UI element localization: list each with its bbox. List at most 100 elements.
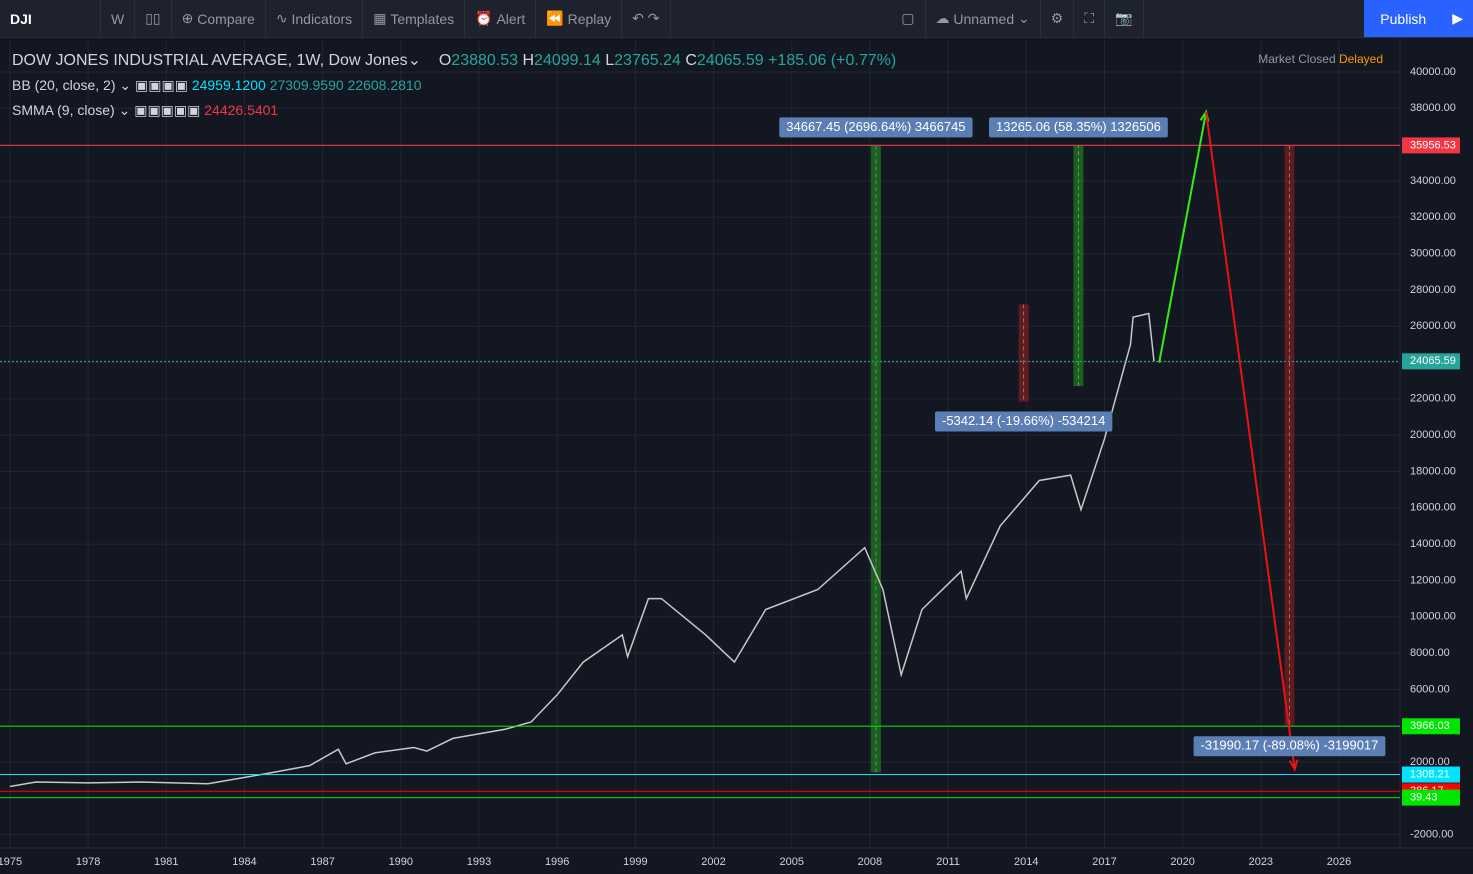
x-tick-label: 2014 [1014,856,1038,868]
arrow-head [1288,759,1299,772]
templates[interactable]: ▦ Templates [363,0,466,37]
label: Alert [496,10,526,27]
label: Replay [567,10,612,27]
y-tick-label: 10000.00 [1410,611,1456,623]
range-bar [1018,304,1029,402]
y-tick-label: 22000.00 [1410,393,1456,405]
x-tick-label: 1990 [389,856,413,868]
x-tick-label: 2020 [1170,856,1194,868]
ohlc-value: 23880.53 [451,52,519,69]
level-tag [1402,766,1460,783]
x-tick-label: 2017 [1092,856,1116,868]
chart-style[interactable]: ▯▯ [135,0,172,37]
change: +185.06 (+0.77%) [768,52,897,69]
title: DOW JONES INDUSTRIAL AVERAGE, 1W, Dow Jo… [12,52,408,69]
publish[interactable]: Publish [1364,0,1443,37]
legend: DOW JONES INDUSTRIAL AVERAGE, 1W, Dow Jo… [12,52,897,69]
status: Market Closed Delayed [1258,52,1383,66]
range-label: -31990.17 (-89.08%) -3199017 [1193,736,1386,757]
range-label-bg [779,117,973,138]
ohlc-value: 23765.24 [614,52,681,69]
y-tick-label: 26000.00 [1410,320,1456,332]
x-tick-label: 2011 [936,856,960,868]
y-tick-label: 16000.00 [1410,502,1456,514]
x-tick-label: 2008 [858,856,882,868]
value: 22608.2810 [347,77,422,93]
range-label: -5342.14 (-19.66%) -534214 [935,411,1113,432]
y-tick-label: 40000.00 [1410,66,1456,78]
price-line [9,312,1155,788]
x-tick-label: 2005 [779,856,803,868]
x-tick-label: 2023 [1249,856,1273,868]
indicator: SMMA (9, close) ⌄ ▣▣▣▣▣ 24426.5401 [12,102,279,118]
x-tick-label: 1987 [310,856,334,868]
range-text: 34667.45 (2696.64%) 3466745 [786,119,965,134]
x-tick-label: 1981 [154,856,178,868]
range-label: 13265.06 (58.35%) 1326506 [989,117,1168,138]
y-tick-label: 30000.00 [1410,247,1456,259]
layout-icon[interactable]: ▢ [891,0,926,37]
level-label: 1308.21 [1410,768,1450,780]
y-tick-label: 18000.00 [1410,465,1456,477]
label: Templates [390,10,455,27]
arrow [1205,111,1296,770]
alert[interactable]: ⏰ Alert [465,0,537,37]
toolbar: DJI W ▯▯ ⊕ Compare ∿ Indicators ▦ Templa… [0,0,1473,38]
level-tag [1402,718,1460,735]
indicator-name: BB (20, close, 2) [12,77,116,93]
range-text: 13265.06 (58.35%) 1326506 [996,119,1161,134]
y-tick-label: 34000.00 [1410,175,1456,187]
x-tick-label: 2002 [701,856,725,868]
range-label-bg [935,411,1113,432]
replay[interactable]: ⏪ Replay [536,0,623,37]
ohlc-value: 24065.59 [696,52,764,69]
y-tick-label: 38000.00 [1410,102,1456,114]
symbol[interactable]: DJI [0,0,101,37]
ohlc-key: L [605,52,615,69]
range-label-bg [1193,736,1386,757]
y-tick-label: 8000.00 [1410,647,1450,659]
level-tag [1402,137,1460,154]
arrow [1158,111,1208,363]
market: Market Closed [1258,52,1336,66]
label: Compare [197,10,255,27]
y-tick-label: -2000.00 [1410,829,1453,841]
indicator: BB (20, close, 2) ⌄ ▣▣▣▣ 24959.1200 2730… [12,77,422,93]
fullscreen[interactable]: ⛶ [1074,0,1106,37]
range-text: -5342.14 (-19.66%) -534214 [942,413,1105,428]
level-tag [1402,789,1460,806]
ohlc: O23880.53 H24099.14 L23765.24 C24065.59 [439,52,768,69]
ohlc-value: 24099.14 [534,52,601,69]
x-tick-label: 2026 [1327,856,1351,868]
ohlc-key: O [438,52,452,69]
value: 24959.1200 [191,77,266,93]
indicators[interactable]: ∿ Indicators [266,0,364,37]
range-label-bg [989,117,1168,138]
snapshot[interactable]: 📷 [1105,0,1144,37]
interval[interactable]: W [101,0,136,37]
level-tag [1402,353,1460,370]
settings[interactable]: ⚙ [1041,0,1075,37]
ohlc-key: H [522,52,535,69]
stream[interactable]: ▶ [1442,0,1473,37]
level-label: 39.43 [1410,791,1438,803]
undo[interactable]: ↶ ↷ [622,0,671,37]
compare[interactable]: ⊕ Compare [172,0,266,37]
range-label: 34667.45 (2696.64%) 3466745 [779,117,973,138]
y-tick-label: 2000.00 [1410,756,1450,768]
level-label: 24065.59 [1410,355,1456,367]
price-axis [1400,38,1473,874]
delay: Delayed [1338,52,1383,66]
x-tick-label: 1984 [232,856,256,868]
y-tick-label: 28000.00 [1410,284,1456,296]
y-tick-label: 14000.00 [1410,538,1456,550]
label: Indicators [291,10,353,27]
x-tick-label: 1993 [467,856,491,868]
layout[interactable]: ☁ Unnamed ⌄ [926,0,1041,37]
y-tick-label: 32000.00 [1410,211,1456,223]
y-tick-label: 20000.00 [1410,429,1456,441]
level-label: 35956.53 [1410,139,1456,151]
range-text: -31990.17 (-89.08%) -3199017 [1201,738,1379,753]
chart: -2000.002000.004000.006000.008000.001000… [0,38,1473,874]
